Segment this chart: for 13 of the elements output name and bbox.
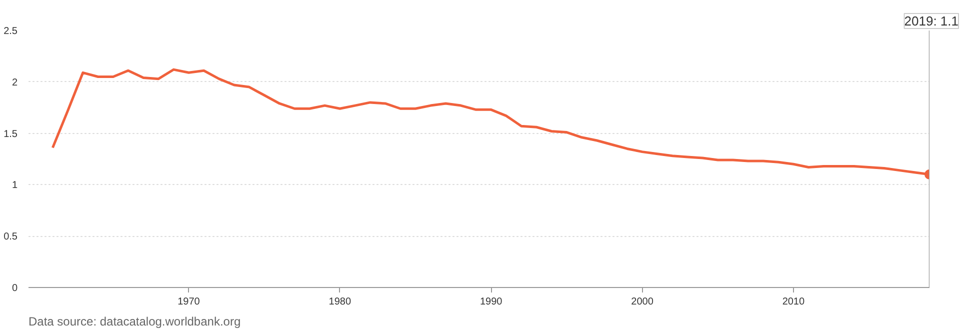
ref-line-label: 2019: 1.1 — [904, 14, 959, 28]
y-tick-label: 1.5 — [4, 128, 18, 140]
y-tick-label: 2.5 — [4, 26, 18, 37]
x-tick-label: 1970 — [178, 296, 200, 308]
y-tick-label: 0.5 — [4, 232, 18, 243]
y-tick-label: 2 — [12, 77, 18, 88]
y-tick-label: 0 — [12, 283, 18, 294]
y-tick-label: 1 — [12, 180, 18, 192]
x-tick-label: 1980 — [328, 296, 352, 308]
x-tick-label: 2010 — [782, 296, 806, 308]
x-tick-label: 1990 — [480, 296, 503, 308]
source-note: Data source: datacatalog.worldbank.org — [28, 314, 241, 328]
x-tick-label: 2000 — [631, 296, 654, 308]
